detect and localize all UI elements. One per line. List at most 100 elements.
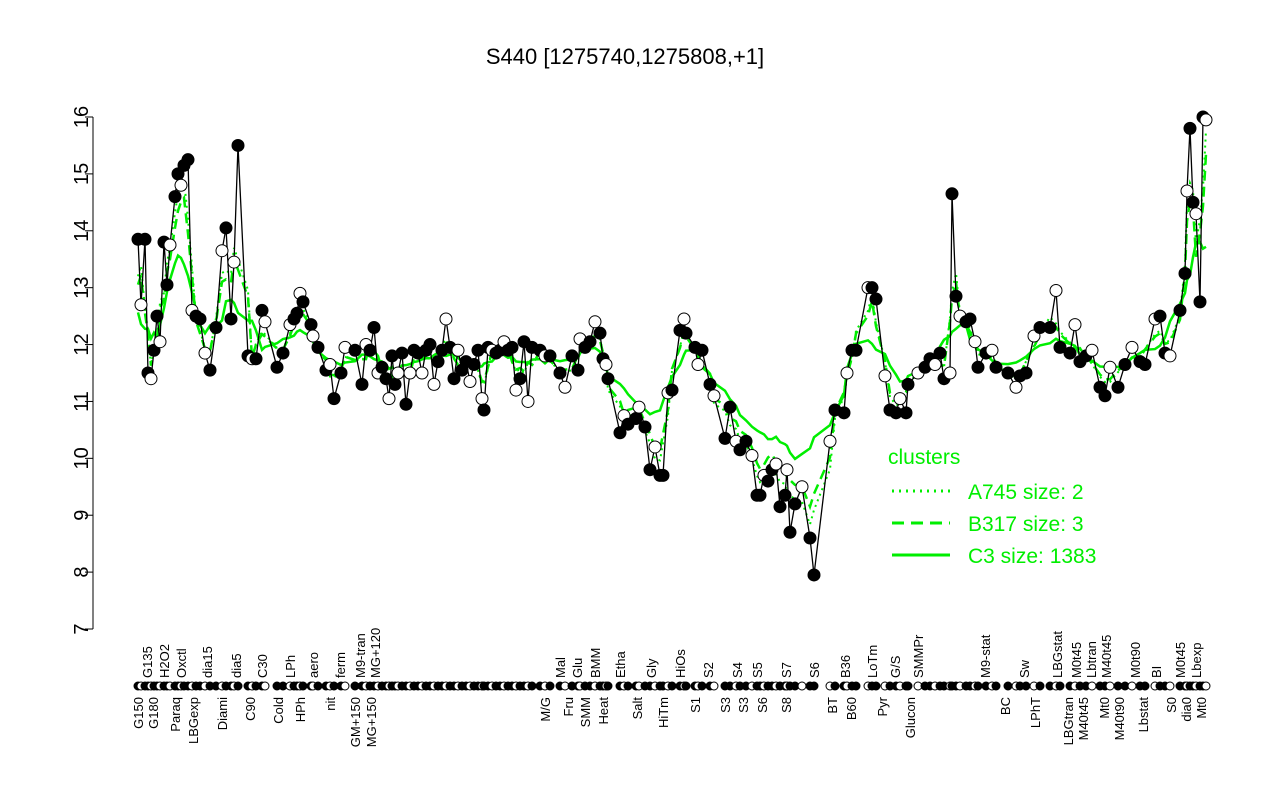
x-tick-label-top: M0t45 <box>1173 642 1188 678</box>
x-tick-label-bottom: Lbstat <box>1136 697 1151 733</box>
data-point <box>723 400 737 414</box>
data-point <box>1183 121 1197 135</box>
x-tick-label-top: G/S <box>888 655 903 678</box>
data-point <box>215 244 229 258</box>
x-tick-label-bottom: HiTm <box>656 697 671 728</box>
data-point <box>451 343 465 357</box>
data-point <box>447 372 461 386</box>
data-point <box>1049 284 1063 298</box>
data-point <box>849 343 863 357</box>
data-point <box>181 153 195 167</box>
data-point <box>703 377 717 391</box>
data-point <box>553 366 567 380</box>
x-tick-label-top: S4 <box>730 662 745 678</box>
x-tick-label-top: S7 <box>779 662 794 678</box>
data-point <box>198 346 212 360</box>
x-tick-label-top: Gly <box>644 658 659 678</box>
x-tick-label-bottom: B60 <box>844 697 859 720</box>
rug-point <box>1201 681 1211 691</box>
data-point <box>1118 357 1132 371</box>
x-tick-label-top: S5 <box>750 662 765 678</box>
rug-point <box>1127 681 1137 691</box>
legend-label: C3 size: 1383 <box>968 545 1096 568</box>
data-point <box>695 343 709 357</box>
rug-point <box>1087 681 1097 691</box>
data-point <box>769 457 783 471</box>
x-tick-label-bottom: LBGexp <box>186 697 201 744</box>
data-point <box>928 357 942 371</box>
data-point <box>138 232 152 246</box>
x-tick-label-top: HiOs <box>673 649 688 678</box>
data-point <box>509 383 523 397</box>
cluster-line-c3 <box>136 240 1207 461</box>
data-point <box>989 360 1003 374</box>
rug-point <box>830 681 840 691</box>
data-point <box>783 525 797 539</box>
data-point <box>467 357 481 371</box>
x-tick-label-top: LoTm <box>865 645 880 678</box>
data-point <box>968 335 982 349</box>
data-point <box>1173 303 1187 317</box>
rug-point <box>1035 681 1045 691</box>
x-tick-label-top: M9-tran <box>353 633 368 678</box>
data-point <box>231 138 245 152</box>
data-line <box>137 115 1207 576</box>
data-point <box>513 372 527 386</box>
data-point <box>382 392 396 406</box>
data-point <box>1111 380 1125 394</box>
data-point <box>1180 184 1194 198</box>
data-point <box>367 320 381 334</box>
x-tick-label-top: G135 <box>140 646 155 678</box>
x-tick-label-bottom: S8 <box>779 697 794 713</box>
x-tick-label-top: Oxctl <box>174 648 189 678</box>
data-point <box>869 292 883 306</box>
y-tick-label: 9 <box>71 510 93 521</box>
x-tick-label-top: dia5 <box>229 653 244 678</box>
rug-point <box>298 681 308 691</box>
data-point <box>388 377 402 391</box>
data-point <box>632 400 646 414</box>
data-point <box>153 335 167 349</box>
rug-point <box>903 681 913 691</box>
data-point <box>168 190 182 204</box>
x-tick-label-top: BI <box>1149 666 1164 678</box>
rug-point <box>697 681 707 691</box>
rug-point <box>623 681 633 691</box>
data-point <box>1009 380 1023 394</box>
data-point <box>971 360 985 374</box>
x-tick-label-top: ferm <box>333 652 348 678</box>
data-point <box>134 298 148 312</box>
rug-point <box>991 681 1001 691</box>
rug-point <box>527 681 537 691</box>
data-point <box>1053 340 1067 354</box>
data-point <box>840 366 854 380</box>
x-tick-label-bottom: Mt0 <box>1194 697 1209 719</box>
x-tick-label-bottom: Fru <box>561 697 576 717</box>
x-tick-label-bottom: M/G <box>538 697 553 722</box>
data-point <box>656 468 670 482</box>
data-point <box>1001 366 1015 380</box>
chart-title: S440 [1275740,1275808,+1] <box>485 44 765 69</box>
data-point <box>150 309 164 323</box>
x-tick-label-top: Lbtran <box>1084 641 1099 678</box>
data-point <box>753 488 767 502</box>
rug-point <box>1140 681 1150 691</box>
data-point <box>745 448 759 462</box>
x-tick-label-top: M40t45 <box>1099 635 1114 678</box>
data-point <box>613 426 627 440</box>
data-point <box>1189 207 1203 221</box>
x-tick-label-top: MG+120 <box>368 628 383 678</box>
data-point <box>583 335 597 349</box>
data-point <box>403 366 417 380</box>
data-point <box>878 369 892 383</box>
data-point <box>304 318 318 332</box>
x-tick-label-bottom: S3 <box>736 697 751 713</box>
x-tick-label-bottom: Glucon <box>903 697 918 738</box>
x-tick-label-bottom: Cold <box>271 697 286 724</box>
x-tick-label-bottom: GM+150 <box>348 697 363 747</box>
data-point <box>643 463 657 477</box>
data-point <box>375 360 389 374</box>
data-point <box>1178 266 1192 280</box>
data-point <box>323 357 337 371</box>
